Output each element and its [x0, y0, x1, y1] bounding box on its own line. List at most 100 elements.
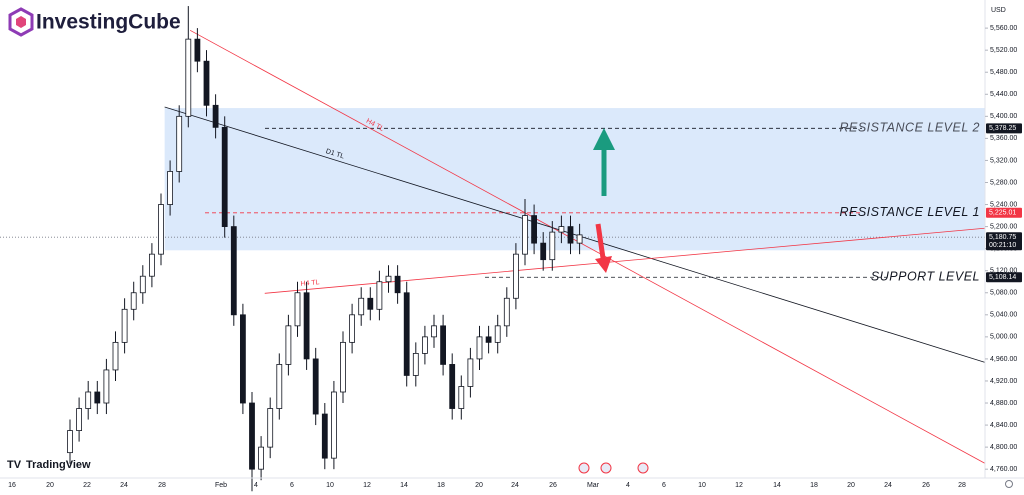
- candle-body: [485, 336, 492, 343]
- candle-body: [576, 234, 583, 244]
- candle-body: [330, 391, 337, 459]
- candle-body: [412, 353, 419, 376]
- brand-name: InvestingCube: [36, 11, 181, 34]
- candle-body: [503, 297, 510, 327]
- x-tick-label: Feb: [215, 482, 227, 489]
- candle-body: [494, 325, 501, 343]
- candle-body: [467, 358, 474, 387]
- x-tick-label: 6: [290, 482, 294, 489]
- candle-body: [185, 38, 192, 117]
- candle-body: [258, 446, 265, 470]
- candle-body: [394, 275, 401, 294]
- candle-body: [239, 314, 246, 404]
- tradingview-logo: TV TradingView: [7, 459, 91, 471]
- candle-body: [540, 242, 547, 261]
- y-tick-label: 5,080.00: [990, 290, 1017, 297]
- candle-body: [167, 171, 174, 205]
- level-name: RESISTANCE LEVEL 2: [839, 121, 980, 135]
- y-tick-label: 5,360.00: [990, 135, 1017, 142]
- candle-body: [194, 38, 201, 62]
- y-tick-label: 5,200.00: [990, 223, 1017, 230]
- candle-body: [94, 391, 101, 404]
- candle-body: [476, 336, 483, 360]
- candle-body: [276, 364, 283, 409]
- candle-body: [385, 275, 392, 283]
- candle-body: [212, 104, 219, 128]
- trendline-label: H4 TL: [300, 279, 320, 288]
- candle-body: [76, 408, 82, 431]
- zone: [164, 108, 985, 251]
- level-name: RESISTANCE LEVEL 1: [839, 205, 980, 219]
- candle-body: [303, 292, 310, 360]
- y-tick-label: 5,400.00: [990, 113, 1017, 120]
- candle-body: [67, 430, 73, 454]
- y-tick-label: 5,480.00: [990, 69, 1017, 76]
- x-tick-label: 26: [549, 482, 557, 489]
- level-name: SUPPORT LEVEL: [871, 270, 980, 284]
- x-tick-label: 28: [958, 482, 966, 489]
- candle-body: [221, 126, 228, 227]
- candle-body: [148, 253, 155, 277]
- y-tick-label: 4,840.00: [990, 422, 1017, 429]
- candle-body: [267, 408, 274, 448]
- y-tick-label: 5,560.00: [990, 25, 1017, 32]
- x-tick-label: 18: [437, 482, 445, 489]
- trendline: [264, 227, 985, 294]
- candle-body: [285, 325, 292, 365]
- settings-icon[interactable]: [1005, 480, 1013, 488]
- candle-body: [358, 297, 365, 316]
- x-tick-label: 12: [735, 482, 743, 489]
- x-tick-label: 20: [475, 482, 483, 489]
- candle-body: [85, 391, 92, 409]
- y-tick-label: 5,000.00: [990, 334, 1017, 341]
- x-tick-label: 28: [158, 482, 166, 489]
- x-tick-label: 4: [254, 482, 258, 489]
- candle-body: [103, 369, 110, 404]
- y-tick-label: 5,120.00: [990, 268, 1017, 275]
- trendline: [189, 29, 985, 464]
- candle-body: [249, 402, 255, 470]
- level-price-tag: 5,225.01: [989, 210, 1016, 217]
- candle-body: [121, 308, 128, 343]
- y-tick-label: 4,960.00: [990, 356, 1017, 363]
- candle-body: [321, 413, 328, 459]
- candle-body: [230, 226, 237, 316]
- y-tick-label: 5,280.00: [990, 179, 1017, 186]
- y-tick-label: 5,040.00: [990, 312, 1017, 319]
- level-price-tag-bg: [986, 123, 1022, 134]
- y-tick-label: 5,240.00: [990, 201, 1017, 208]
- x-tick-label: 10: [698, 482, 706, 489]
- candle-body: [158, 204, 164, 255]
- candle-body: [349, 314, 356, 343]
- x-tick-label: 20: [847, 482, 855, 489]
- candle-body: [340, 341, 346, 393]
- y-tick-label: 4,920.00: [990, 378, 1017, 385]
- y-tick-label: 5,440.00: [990, 91, 1017, 98]
- x-tick-label: 18: [810, 482, 818, 489]
- candle-body: [203, 60, 210, 106]
- x-tick-label: 10: [326, 482, 334, 489]
- up-arrow: [593, 128, 615, 196]
- x-tick-label: 6: [662, 482, 666, 489]
- candle-body: [312, 358, 319, 415]
- y-tick-label: 4,800.00: [990, 444, 1017, 451]
- last-price-tag: 5,180.75: [989, 234, 1016, 241]
- x-tick-label: 22: [83, 482, 91, 489]
- last-price-tag-bg: [986, 232, 1022, 251]
- x-tick-label: 24: [884, 482, 892, 489]
- trendline: [164, 106, 985, 363]
- x-tick-label: 14: [400, 482, 408, 489]
- candle-body: [522, 215, 528, 255]
- down-arrow: [595, 223, 612, 273]
- candle-body: [421, 336, 428, 354]
- event-flags: [578, 462, 649, 474]
- x-tick-label: 20: [46, 482, 54, 489]
- candle-body: [458, 386, 465, 409]
- y-tick-label: 5,520.00: [990, 47, 1017, 54]
- candle-body: [513, 253, 519, 299]
- candle-body: [376, 281, 383, 310]
- candle-body: [294, 292, 301, 327]
- level-price-tag-bg: [986, 207, 1022, 218]
